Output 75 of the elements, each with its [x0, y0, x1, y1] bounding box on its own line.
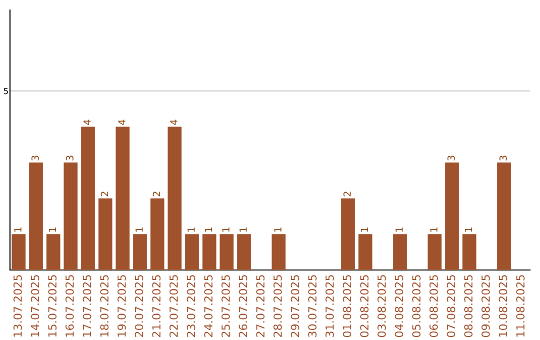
x-tick-label: 05.08.2025: [412, 275, 421, 338]
data-label: 3: [31, 156, 39, 160]
x-tick-label: 30.07.2025: [308, 275, 317, 337]
data-label: 3: [447, 156, 455, 160]
bar: [81, 126, 95, 270]
data-label: 1: [430, 228, 438, 232]
x-tick-label: 01.08.2025: [342, 275, 352, 338]
data-label: 2: [152, 192, 160, 196]
bar: [445, 162, 459, 270]
bar: [29, 162, 43, 270]
x-tick-label: 19.07.2025: [117, 275, 126, 337]
bar: [12, 234, 26, 270]
data-label: 4: [170, 120, 178, 125]
bar: [46, 234, 60, 270]
x-tick-label: 31.07.2025: [325, 275, 334, 337]
x-tick-label: 28.07.2025: [273, 275, 282, 337]
bar: [428, 234, 442, 270]
bar: [341, 198, 355, 270]
bar: [116, 126, 130, 270]
x-tick-label: 13.07.2025: [13, 275, 22, 337]
data-label: 3: [66, 156, 74, 160]
data-label: 1: [240, 228, 247, 232]
x-tick-label: 04.08.2025: [394, 275, 404, 338]
x-tick-label: 17.07.2025: [82, 275, 92, 337]
bar: [185, 234, 199, 270]
x-tick-label: 03.08.2025: [377, 275, 386, 338]
bar: [150, 198, 164, 270]
x-tick-label: 20.07.2025: [134, 275, 144, 337]
data-label: 1: [14, 228, 22, 232]
x-tick-label: 09.08.2025: [481, 275, 490, 338]
x-tick-label: 22.07.2025: [169, 275, 178, 337]
x-tick-label: 02.08.2025: [360, 275, 369, 338]
x-tick-label: 21.07.2025: [152, 275, 161, 337]
bar: [462, 234, 476, 270]
x-tick-label: 24.07.2025: [204, 275, 213, 337]
data-label: 3: [499, 156, 507, 160]
bar: [272, 234, 286, 270]
data-label: 1: [360, 228, 368, 232]
x-tick-label: 10.08.2025: [498, 275, 508, 337]
x-tick-label: 18.07.2025: [100, 275, 109, 337]
data-label: 1: [204, 228, 212, 232]
data-label: 2: [100, 192, 108, 196]
y-tick-label: 5: [4, 88, 8, 94]
bar: [64, 162, 78, 270]
x-tick-label: 16.07.2025: [65, 275, 74, 337]
x-tick-label: 06.08.2025: [429, 275, 438, 338]
bar: [237, 234, 251, 270]
data-label: 1: [274, 228, 282, 232]
data-label: 1: [396, 228, 403, 232]
bar: [497, 162, 511, 270]
x-tick-label: 14.07.2025: [30, 275, 40, 337]
bar: [98, 198, 112, 270]
bar: [168, 126, 182, 270]
data-label: 2: [343, 192, 351, 196]
bar: [220, 234, 234, 270]
data-label: 4: [84, 120, 91, 125]
x-tick-label: 29.07.2025: [290, 275, 300, 337]
bar: [202, 234, 216, 270]
data-label: 1: [188, 228, 195, 232]
bar: [393, 234, 407, 270]
x-tick-label: 07.08.2025: [446, 275, 456, 338]
data-label: 1: [136, 228, 143, 232]
x-tick-label: 25.07.2025: [221, 275, 230, 337]
bar: [133, 234, 147, 270]
data-label: 4: [118, 120, 126, 125]
data-label: 1: [464, 228, 472, 232]
x-tick-label: 15.07.2025: [48, 275, 57, 337]
x-tick-label: 11.08.2025: [516, 275, 525, 337]
bar: [358, 234, 372, 270]
x-tick-label: 27.07.2025: [256, 275, 265, 337]
x-tick-label: 23.07.2025: [186, 275, 196, 337]
data-label: 1: [222, 228, 230, 232]
x-tick-label: 08.08.2025: [464, 275, 473, 338]
data-label: 1: [48, 228, 56, 232]
x-tick-label: 26.07.2025: [238, 275, 248, 337]
